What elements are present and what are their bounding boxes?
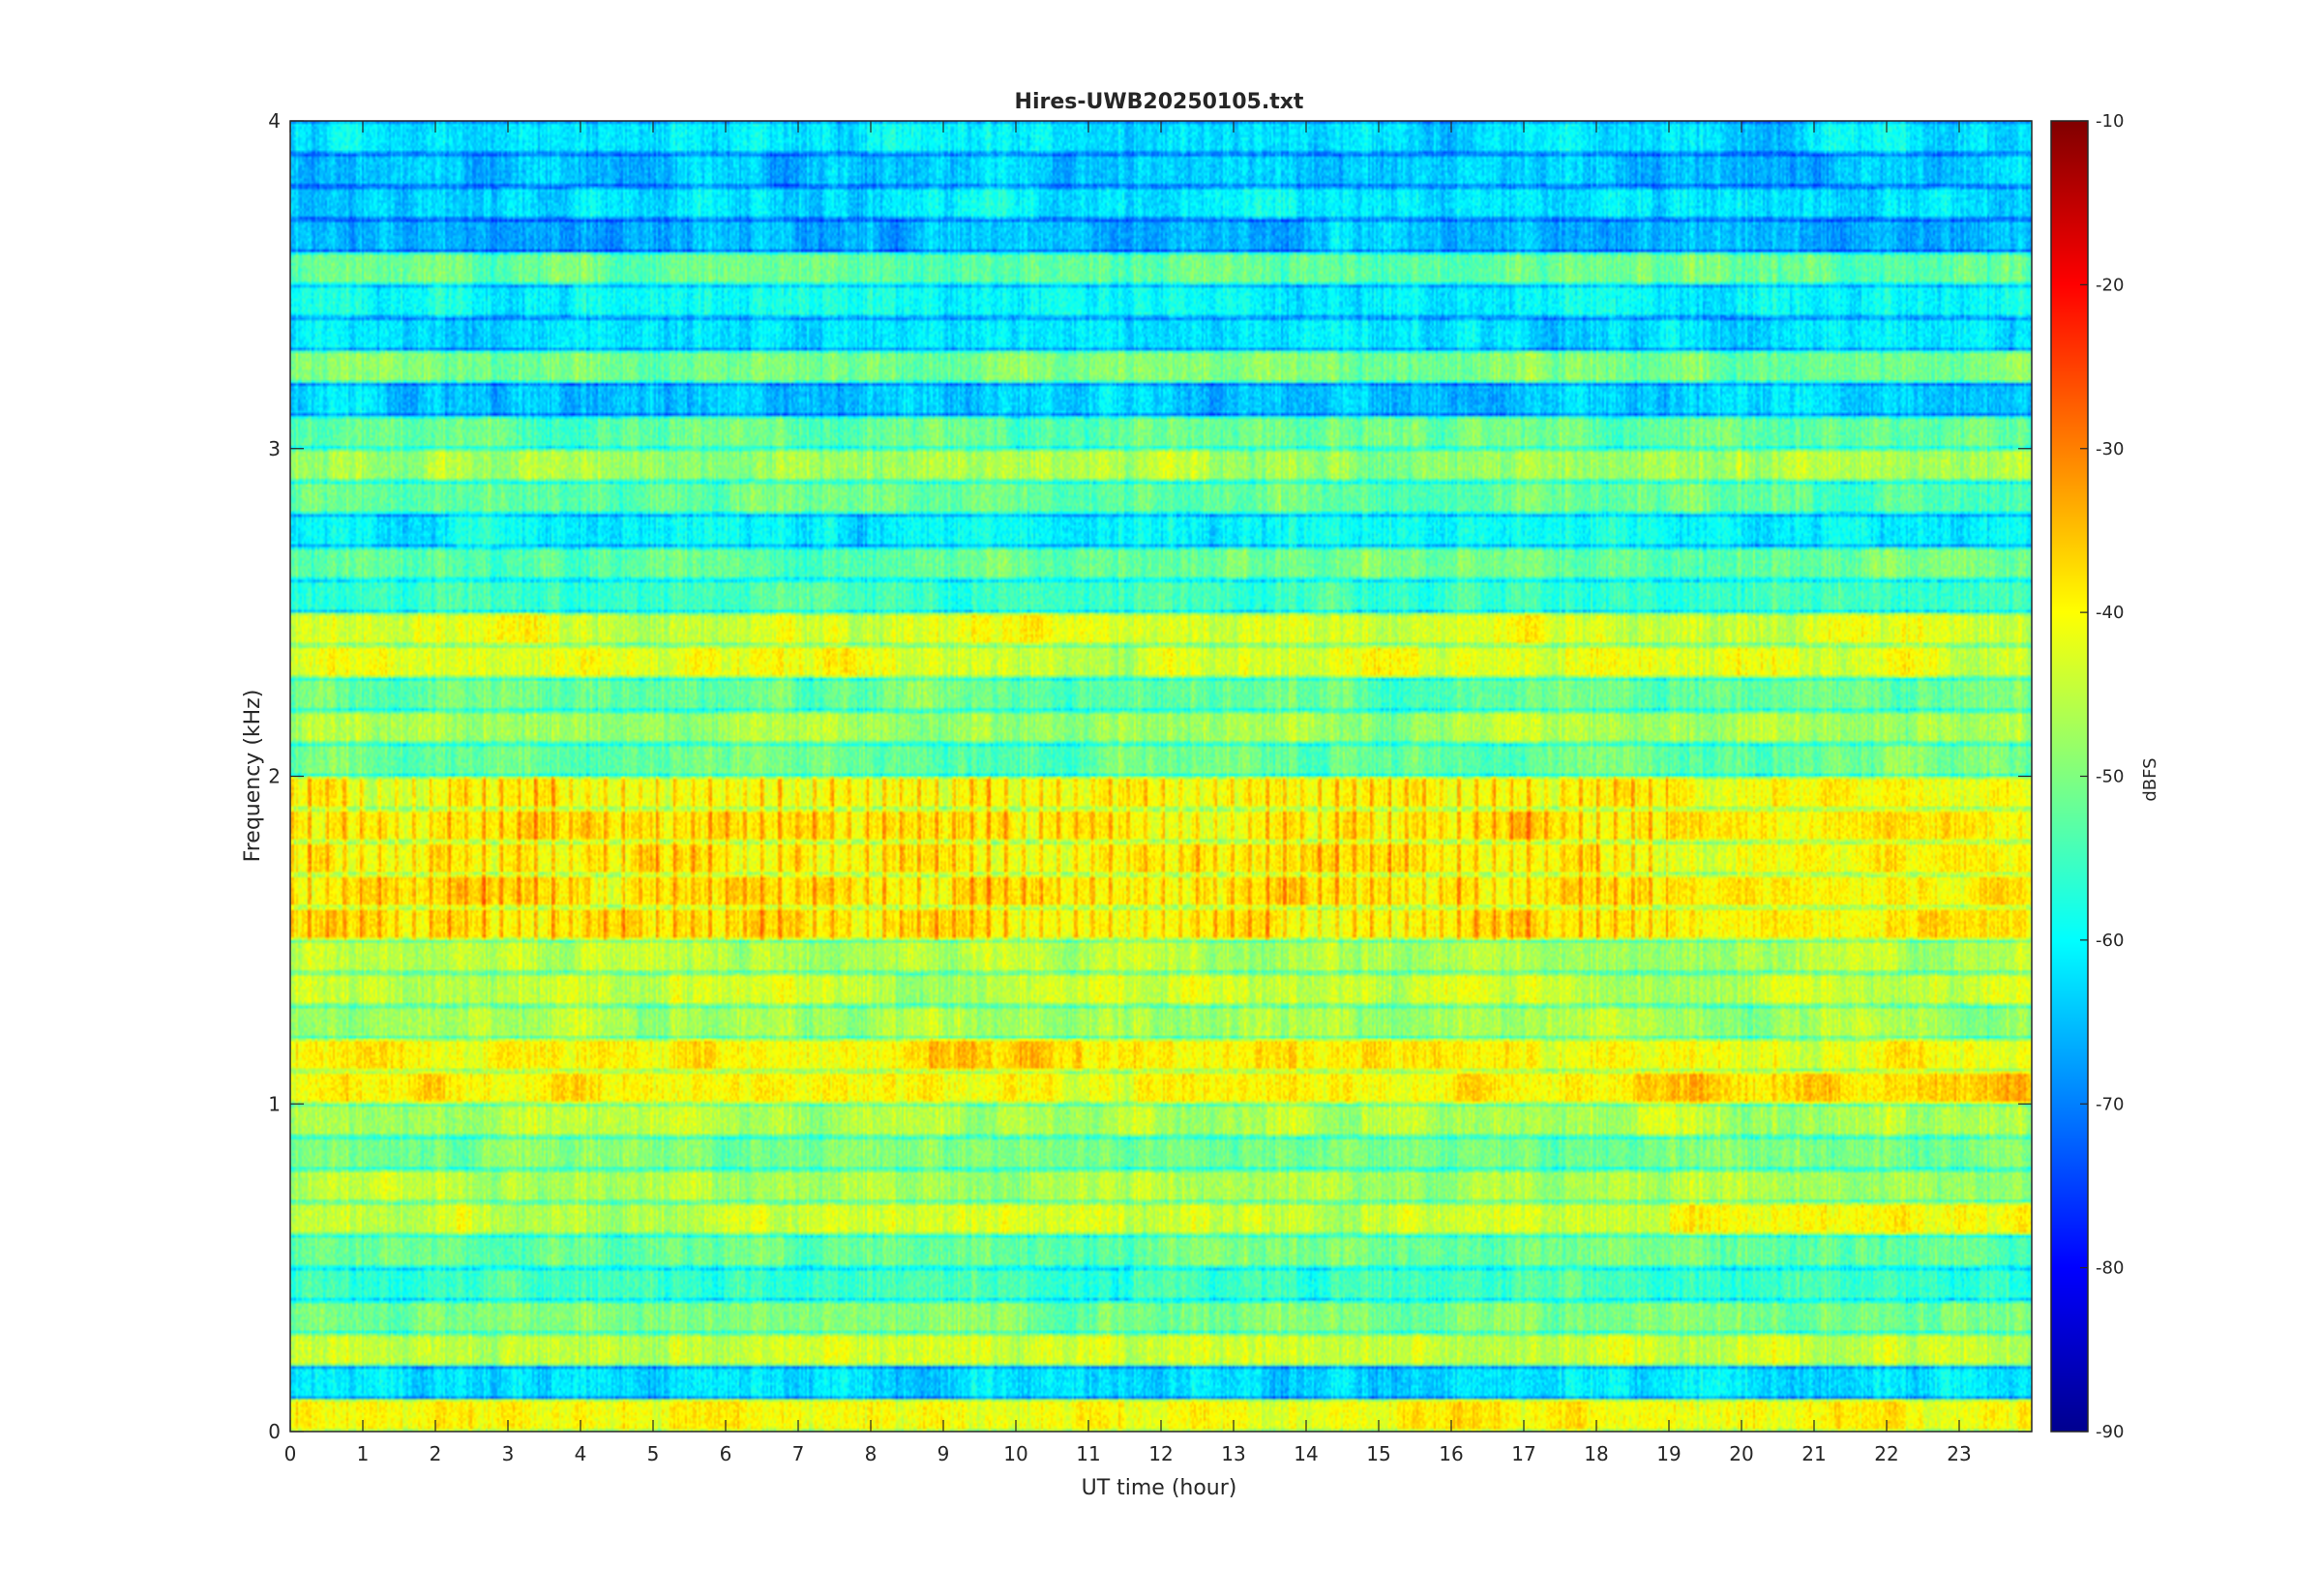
x-tick-label: 11 xyxy=(1076,1442,1100,1465)
y-tick-label: 2 xyxy=(268,765,281,788)
x-axis-ticks: 0 1 2 3 4 5 6 7 8 9 10 11 12 13 14 15 16 17 18 19 20 21 22 23 xyxy=(284,121,1972,1465)
x-tick-label: 3 xyxy=(502,1442,515,1465)
colorbar-tick-label: -20 xyxy=(2096,275,2124,295)
y-tick-label: 4 xyxy=(268,109,281,133)
x-tick-label: 7 xyxy=(792,1442,805,1465)
x-tick-label: 22 xyxy=(1874,1442,1898,1465)
colorbar-tick-label: -40 xyxy=(2096,603,2124,623)
y-axis-label: Frequency (kHz) xyxy=(241,690,265,863)
colorbar-tick-label: -80 xyxy=(2096,1258,2124,1279)
chart-title: Hires-UWB20250105.txt xyxy=(1015,90,1304,114)
y-tick-label: 0 xyxy=(268,1420,281,1443)
colorbar-tick-label: -70 xyxy=(2096,1094,2124,1114)
x-tick-label: 1 xyxy=(357,1442,370,1465)
y-axis-ticks: 0 1 2 3 4 xyxy=(268,109,2032,1443)
colorbar-tick-label: -50 xyxy=(2096,767,2124,787)
y-tick-label: 3 xyxy=(268,437,281,460)
x-tick-label: 16 xyxy=(1439,1442,1463,1465)
x-tick-label: 10 xyxy=(1003,1442,1027,1465)
x-tick-label: 15 xyxy=(1366,1442,1390,1465)
x-tick-label: 18 xyxy=(1584,1442,1608,1465)
x-tick-label: 14 xyxy=(1294,1442,1318,1465)
colorbar-tick-label: -10 xyxy=(2096,111,2124,132)
x-tick-label: 0 xyxy=(284,1442,297,1465)
y-tick-label: 1 xyxy=(268,1092,281,1115)
x-tick-label: 6 xyxy=(720,1442,732,1465)
x-tick-label: 21 xyxy=(1801,1442,1826,1465)
x-tick-label: 19 xyxy=(1656,1442,1681,1465)
colorbar-tick-label: -60 xyxy=(2096,931,2124,951)
colorbar-ticks: -90 -80 -70 -60 -50 -40 -30 -20 -10 xyxy=(2080,111,2124,1442)
x-axis-label: UT time (hour) xyxy=(1082,1476,1237,1500)
spectrogram-heatmap xyxy=(290,121,2032,1432)
x-tick-label: 2 xyxy=(430,1442,442,1465)
colorbar-tick-label: -90 xyxy=(2096,1422,2124,1442)
x-tick-label: 9 xyxy=(938,1442,950,1465)
x-tick-label: 23 xyxy=(1947,1442,1971,1465)
x-tick-label: 8 xyxy=(865,1442,878,1465)
x-tick-label: 4 xyxy=(575,1442,587,1465)
x-tick-label: 17 xyxy=(1511,1442,1535,1465)
x-tick-label: 13 xyxy=(1221,1442,1245,1465)
x-tick-label: 20 xyxy=(1729,1442,1753,1465)
x-tick-label: 12 xyxy=(1148,1442,1173,1465)
x-tick-label: 5 xyxy=(647,1442,660,1465)
colorbar-label: dBFS xyxy=(2140,757,2160,801)
colorbar-tick-label: -30 xyxy=(2096,439,2124,459)
